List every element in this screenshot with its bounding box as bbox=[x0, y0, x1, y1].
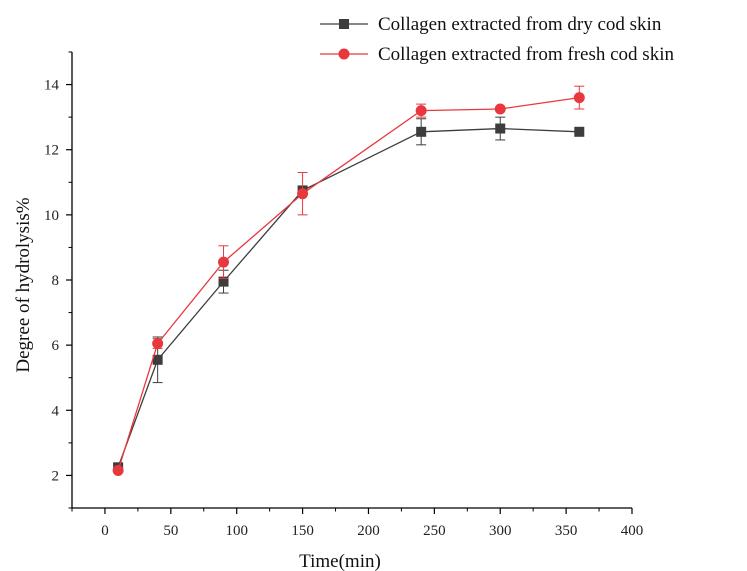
x-tick-label: 350 bbox=[555, 523, 578, 539]
x-tick-label: 250 bbox=[423, 523, 446, 539]
y-tick-label: 14 bbox=[44, 78, 60, 94]
x-tick-label: 300 bbox=[489, 523, 512, 539]
data-point bbox=[574, 126, 585, 137]
data-point bbox=[152, 354, 163, 365]
y-tick-label: 2 bbox=[52, 468, 60, 484]
data-point bbox=[297, 188, 309, 200]
series-layer bbox=[112, 85, 585, 477]
legend-marker bbox=[339, 19, 349, 29]
y-tick-label: 8 bbox=[52, 273, 60, 289]
data-point bbox=[415, 105, 427, 117]
x-tick-label: 0 bbox=[101, 523, 109, 539]
data-point bbox=[495, 123, 506, 134]
x-tick-label: 150 bbox=[291, 523, 314, 539]
y-tick-label: 10 bbox=[44, 208, 59, 224]
data-point bbox=[152, 338, 164, 350]
y-axis-title: Degree of hydrolysis% bbox=[13, 197, 34, 372]
axes: 0 50 100 150 200 250 300 350 400 2 4 6 8 10 12 14 bbox=[44, 51, 644, 539]
y-tick-label: 4 bbox=[52, 403, 60, 419]
legend-item: Collagen extracted from dry cod skin bbox=[320, 14, 662, 35]
x-tick-label: 100 bbox=[225, 523, 248, 539]
data-point bbox=[416, 126, 427, 137]
series-line bbox=[117, 96, 580, 471]
x-tick-label: 400 bbox=[621, 523, 644, 539]
y-tick-label: 12 bbox=[44, 143, 59, 159]
x-tick-label: 50 bbox=[163, 523, 178, 539]
legend-item: Collagen extracted from fresh cod skin bbox=[320, 44, 674, 65]
legend: Collagen extracted from dry cod skin Coll… bbox=[320, 14, 674, 65]
data-point bbox=[218, 276, 229, 287]
legend-label: Collagen extracted from dry cod skin bbox=[378, 14, 662, 35]
series-0 bbox=[113, 116, 585, 473]
data-point bbox=[573, 92, 585, 104]
y-tick-label: 6 bbox=[52, 338, 60, 354]
data-point bbox=[218, 256, 230, 268]
x-axis-title: Time(min) bbox=[299, 551, 381, 571]
series-1 bbox=[112, 85, 585, 477]
x-tick-label: 200 bbox=[357, 523, 380, 539]
series-line bbox=[117, 127, 580, 468]
data-point bbox=[494, 103, 506, 115]
data-point bbox=[112, 465, 124, 477]
legend-label: Collagen extracted from fresh cod skin bbox=[378, 44, 674, 65]
legend-marker bbox=[338, 48, 350, 60]
